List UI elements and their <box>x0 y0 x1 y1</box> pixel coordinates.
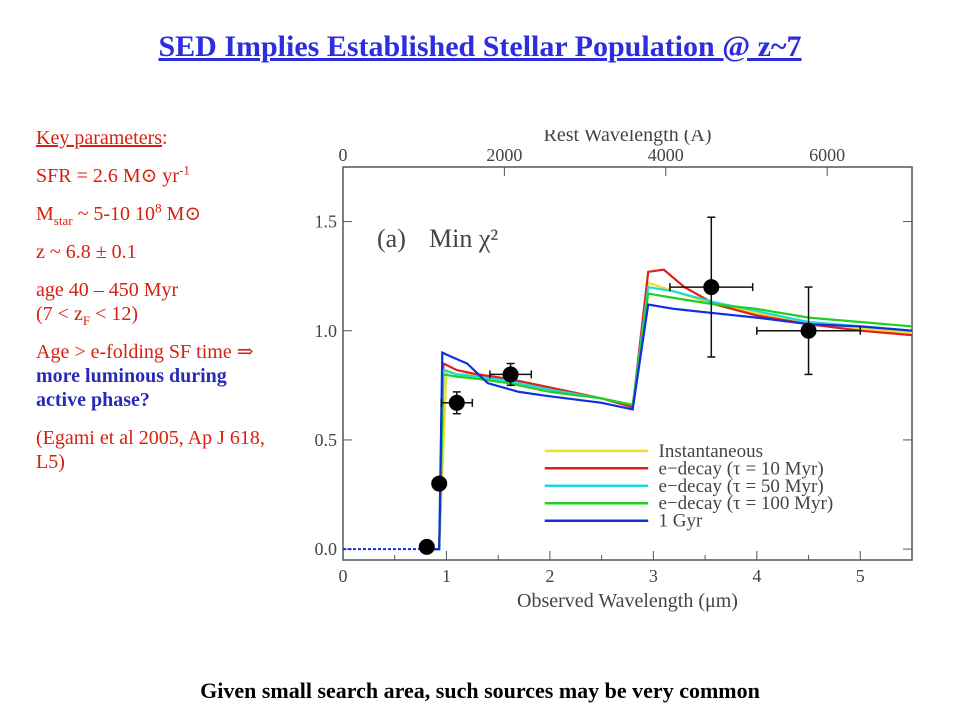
legend-label-1: e−decay (τ = 10 Myr) <box>659 458 824 479</box>
params-heading: Key parameters <box>36 127 163 149</box>
x-axis-label: Observed Wavelength (μm) <box>517 590 738 612</box>
params-heading-colon: : <box>162 127 168 149</box>
redshift-line: z ~ 6.8 ± 0.1 <box>36 241 137 263</box>
observed-point <box>431 475 448 492</box>
y-tick-label: 1.0 <box>315 321 338 341</box>
legend-label-0: Instantaneous <box>659 441 763 462</box>
observed-point <box>448 394 465 411</box>
age-note-text: Age > e-folding SF time <box>36 341 232 363</box>
model-spectra <box>343 268 913 551</box>
x-tick-label: 4 <box>752 566 761 586</box>
sun-symbol: ⊙ <box>140 165 158 187</box>
age-note: Age > e-folding SF time ⇒ more luminous … <box>36 340 281 412</box>
series-line-4 <box>425 303 913 551</box>
legend-label-3: e−decay (τ = 100 Myr) <box>659 493 834 514</box>
sfr-label: SFR = 2.6 M <box>36 165 141 187</box>
sfr-line: SFR = 2.6 M⊙ yr-1 <box>36 162 281 188</box>
zf-subscript: F <box>82 313 91 328</box>
x-tick-label: 5 <box>856 566 865 586</box>
panel-title: Min χ² <box>429 224 498 253</box>
legend-label-2: e−decay (τ = 50 Myr) <box>659 476 824 497</box>
reference: (Egami et al 2005, Ap J 618, L5) <box>36 427 265 473</box>
observed-point <box>418 538 435 555</box>
mstar-symbol: M <box>36 203 54 225</box>
x-tick-label: 3 <box>649 566 658 586</box>
zf-close: < 12) <box>95 303 139 325</box>
series-line-3 <box>425 292 913 551</box>
implies-symbol: ⇒ <box>236 341 254 363</box>
mstar-exponent: 8 <box>155 200 162 216</box>
observed-point <box>502 366 519 383</box>
mstar-subscript: star <box>53 213 73 228</box>
legend-label-4: 1 Gyr <box>659 511 703 532</box>
x-tick-label: 1 <box>442 566 451 586</box>
top-axis-label: Rest Wavelength (Å) <box>544 130 712 146</box>
plot-frame: 0 1 2 3 4 5 0.0 0.5 1.0 1.5 0 2000 4000 6000 Observed … <box>315 130 913 612</box>
mstar-unit: M <box>166 203 185 225</box>
params-heading-line: Key parameters: <box>36 126 281 150</box>
top-tick-label: 0 <box>339 145 348 165</box>
plot-border <box>342 166 913 561</box>
y-tick-label: 0.0 <box>315 539 338 559</box>
sfr-exponent: -1 <box>179 162 190 178</box>
sun-symbol: ⊙ <box>184 203 202 225</box>
slide-title: SED Implies Established Stellar Populati… <box>158 30 802 63</box>
age-line: age 40 – 450 Myr <box>36 279 179 301</box>
age-note-emphasis: more luminous during active phase? <box>36 365 227 411</box>
y-tick-label: 1.5 <box>315 212 338 232</box>
mstar-value: ~ 5-10 10 <box>77 203 156 225</box>
top-tick-label: 4000 <box>648 145 684 165</box>
zf-line: (7 < zF < 12) <box>36 302 281 328</box>
y-tick-label: 0.5 <box>315 430 338 450</box>
zf-open: (7 < z <box>36 303 83 325</box>
key-parameters-panel: Key parameters: SFR = 2.6 M⊙ yr-1 Mstar … <box>36 126 281 488</box>
panel-label: (a) <box>377 224 406 253</box>
age-block: age 40 – 450 Myr (7 < zF < 12) <box>36 278 281 328</box>
sfr-unit: yr <box>162 165 180 187</box>
observed-points <box>418 216 862 555</box>
x-tick-label: 2 <box>545 566 554 586</box>
mstar-line: Mstar ~ 5-10 108 M⊙ <box>36 200 281 228</box>
top-tick-label: 6000 <box>809 145 845 165</box>
observed-point <box>800 322 817 339</box>
footer-note: Given small search area, such sources ma… <box>200 678 760 703</box>
sed-chart: 0 1 2 3 4 5 0.0 0.5 1.0 1.5 0 2000 4000 6000 Observed … <box>315 130 913 612</box>
x-tick-label: 0 <box>339 566 348 586</box>
observed-point <box>703 279 720 296</box>
top-tick-label: 2000 <box>486 145 522 165</box>
